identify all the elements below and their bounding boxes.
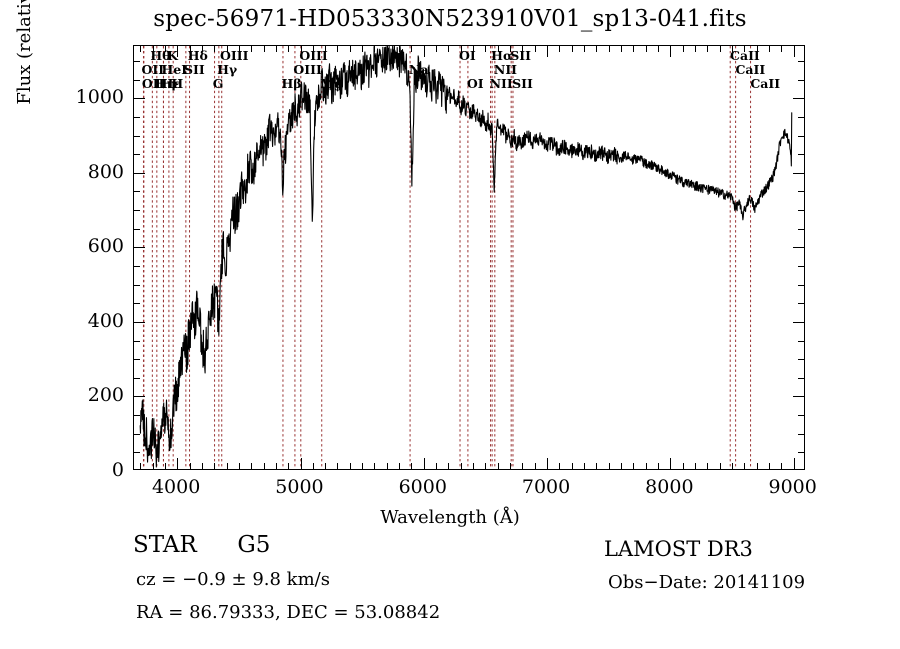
- line-label-g: G: [212, 76, 224, 91]
- line-label-sii: SII: [184, 62, 205, 77]
- y-tick-label: 0: [111, 459, 124, 481]
- line-label-hδ: Hδ: [187, 48, 208, 63]
- line-label-oii: OII: [141, 62, 165, 77]
- line-label-hγ: Hγ: [217, 62, 238, 77]
- x-tick-label: 8000: [645, 476, 694, 498]
- y-tick-label: 1000: [75, 86, 124, 109]
- spectrum-canvas: [139, 46, 793, 469]
- line-label-caii: CaII: [730, 48, 760, 63]
- line-label-oi: OI: [466, 76, 484, 91]
- spectrum-trace: [139, 46, 793, 468]
- line-label-hη: Hη: [154, 76, 176, 91]
- object-type-and-class: STAR G5: [133, 532, 270, 558]
- x-tick-label: 4000: [151, 476, 201, 498]
- line-label-sii: SII: [510, 48, 532, 63]
- object-type: STAR: [133, 532, 197, 558]
- line-label-mg: Mg: [320, 76, 343, 91]
- line-label-oiii: OIII: [220, 48, 249, 63]
- x-tick-label: 5000: [275, 476, 324, 498]
- line-label-na: Na: [408, 62, 429, 77]
- y-tick-label: 200: [87, 384, 124, 407]
- x-axis-title: Wavelength (Å): [380, 507, 520, 528]
- y-tick-label: 800: [87, 160, 124, 183]
- page-title: spec-56971-HD053330N523910V01_sp13-041.f…: [153, 6, 747, 32]
- line-label-caii: CaII: [735, 62, 766, 77]
- redshift-velocity: cz = −0.9 ± 9.8 km/s: [136, 569, 330, 590]
- line-label-oiii: OIII: [293, 62, 322, 77]
- line-label-hei: HeI: [161, 62, 188, 77]
- y-tick-label: 400: [87, 309, 124, 332]
- line-label-nii: NII: [489, 76, 513, 91]
- line-label-hβ: Hβ: [281, 76, 302, 91]
- line-label-oiii: OIII: [299, 48, 328, 63]
- line-label-sii: SII: [512, 76, 533, 91]
- spectral-class: G5: [237, 532, 271, 558]
- survey-name: LAMOST DR3: [604, 537, 753, 561]
- line-label-hα: Hα: [491, 48, 513, 63]
- plot-area: [133, 45, 805, 470]
- line-marker-group: [142, 46, 752, 469]
- line-label-hθ: Hθ: [150, 48, 171, 63]
- x-tick-label: 7000: [521, 476, 571, 498]
- x-tick-label: 6000: [398, 476, 447, 498]
- line-label-h: H: [171, 76, 184, 91]
- line-label-caii: CaII: [750, 76, 781, 91]
- y-tick-label: 600: [87, 235, 124, 258]
- line-label-oi: OI: [458, 48, 476, 63]
- line-label-k: K: [167, 48, 178, 63]
- observation-date: Obs−Date: 20141109: [608, 572, 806, 593]
- x-tick-label: 9000: [768, 476, 817, 498]
- y-axis-title: Flux (relative): [14, 0, 35, 105]
- coordinates: RA = 86.79333, DEC = 53.08842: [136, 602, 441, 623]
- line-label-hε: Hε: [161, 76, 181, 91]
- line-label-nii: NII: [493, 62, 518, 77]
- line-label-oii: OII: [141, 76, 165, 91]
